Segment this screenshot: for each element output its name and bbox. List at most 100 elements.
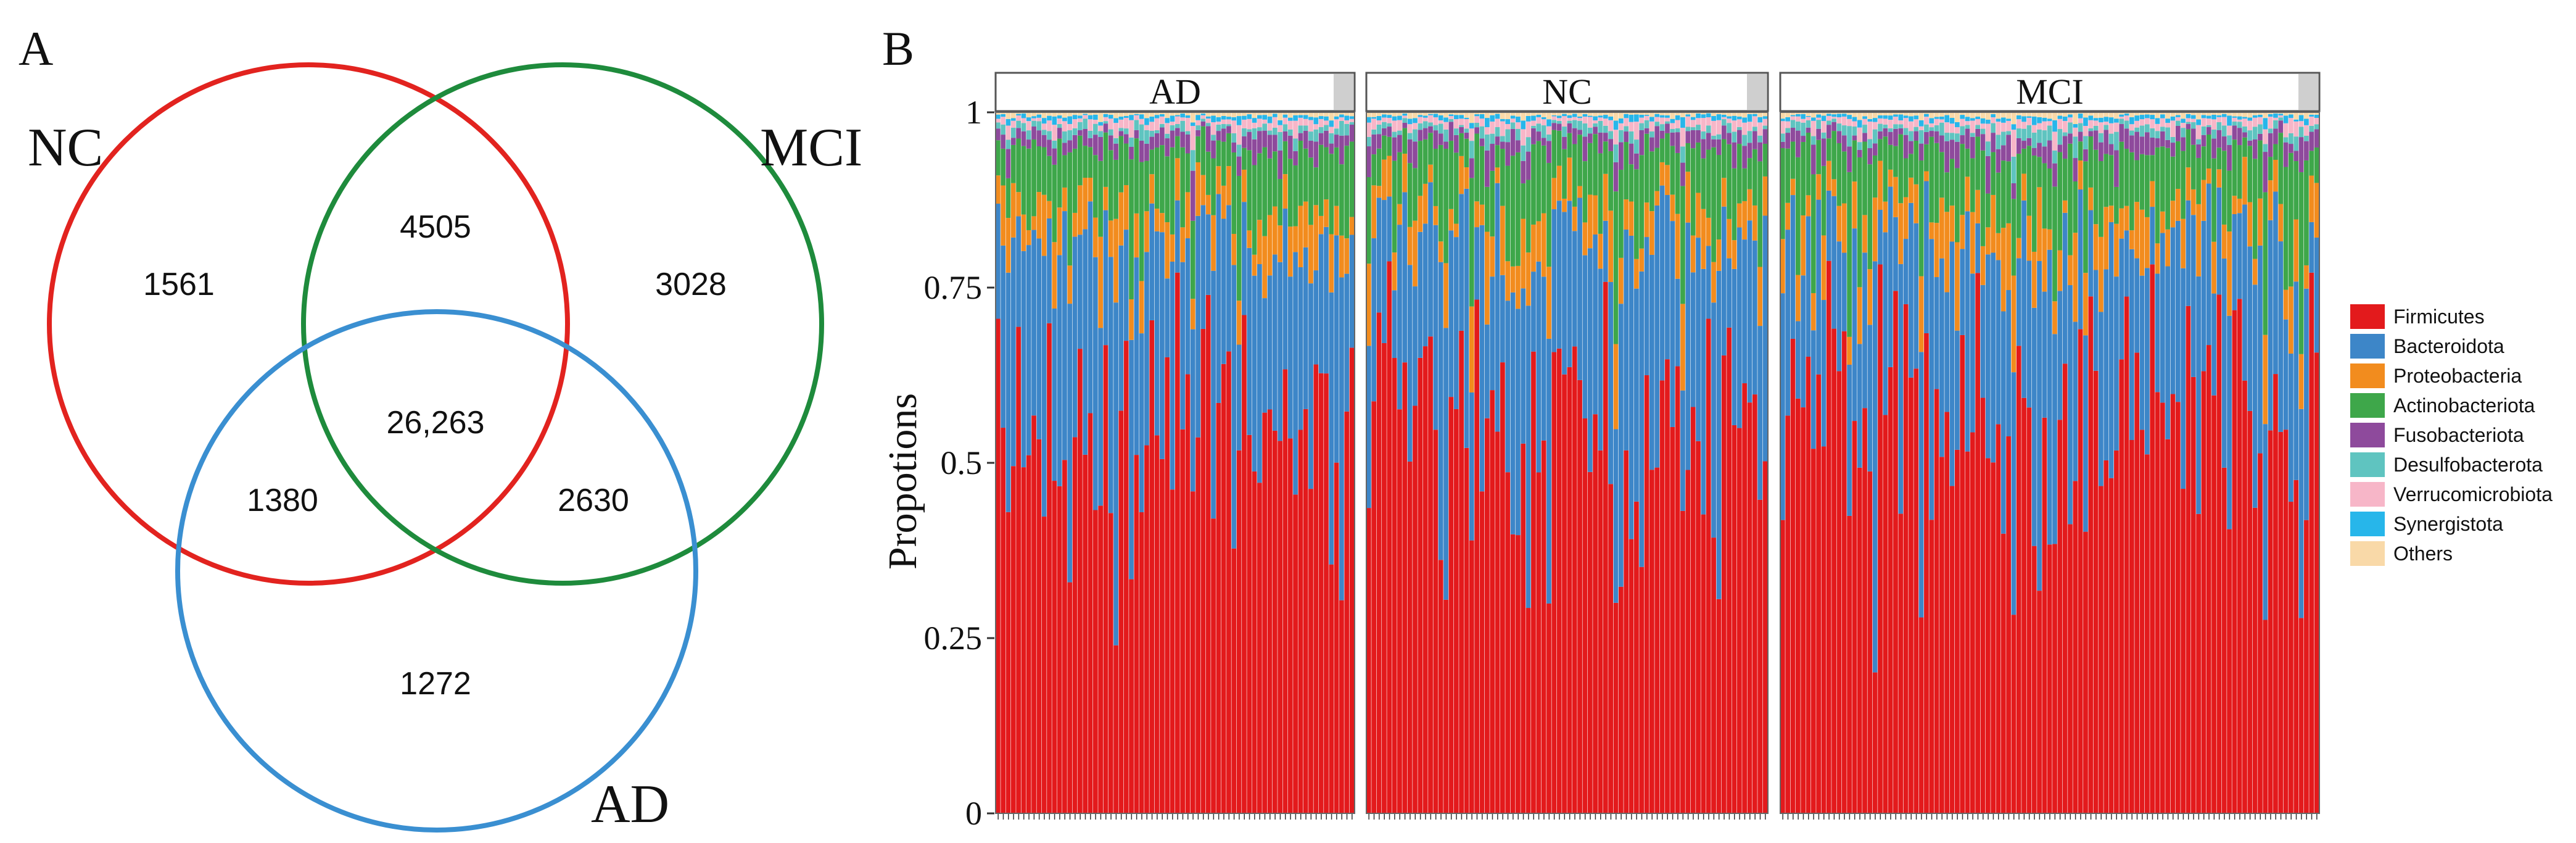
bar-segment-verrucomicrobiota [1062,121,1067,131]
bar-segment-others [996,112,1001,115]
bar-segment-verrucomicrobiota [1757,122,1763,136]
bar-segment-firmicutes [1742,383,1748,813]
bar-segment-others [1495,112,1500,114]
bar-segment-bacteroidota [1826,190,1831,261]
bar-segment-fusobacteriota [1639,130,1645,156]
sample-bar [1422,112,1428,820]
sample-bar [2037,112,2042,820]
bar-segment-firmicutes [1721,355,1727,813]
bar-segment-synergistota [1785,117,1791,122]
bar-segment-desulfobacterota [1670,129,1675,133]
bar-segment-proteobacteria [1165,222,1170,279]
bar-segment-verrucomicrobiota [1665,117,1670,122]
legend-swatch-others [2350,541,2385,566]
bar-segment-desulfobacterota [2165,127,2171,140]
bar-segment-bacteroidota [1118,245,1124,411]
bar-segment-proteobacteria [1806,195,1811,217]
bar-segment-firmicutes [1392,358,1397,813]
bar-segment-synergistota [2293,119,2299,122]
bar-segment-fusobacteriota [1806,127,1811,133]
bar-segment-actinobacteriota [2047,168,2052,230]
bar-segment-desulfobacterota [2062,132,2068,136]
bar-segment-verrucomicrobiota [1742,122,1748,135]
bar-segment-desulfobacterota [2011,156,2017,183]
bar-segment-firmicutes [2196,513,2201,813]
bar-segment-desulfobacterota [1785,128,1791,133]
sample-bar [1010,112,1016,820]
bar-segment-firmicutes [2114,450,2119,813]
bar-segment-synergistota [1659,115,1665,118]
bar-segment-verrucomicrobiota [2289,118,2293,133]
bar-segment-desulfobacterota [1216,124,1221,131]
sample-bar [2016,112,2021,820]
bar-segment-desulfobacterota [2170,136,2176,143]
bar-segment-fusobacteriota [1422,128,1428,139]
bar-segment-fusobacteriota [1287,135,1293,159]
bar-segment-proteobacteria [1459,156,1464,194]
bar-segment-firmicutes [1282,369,1288,813]
legend-swatch-bacteroidota [2350,334,2385,359]
bar-segment-fusobacteriota [2304,141,2309,160]
bar-segment-bacteroidota [1955,330,1960,450]
bar-segment-actinobacteriota [2175,141,2181,189]
bar-segment-proteobacteria [1334,206,1339,236]
bar-segment-firmicutes [1252,471,1257,813]
facet-strip [994,72,1356,112]
bar-segment-desulfobacterota [1134,120,1139,130]
bar-segment-desulfobacterota [1701,131,1706,139]
bar-segment-others [1762,112,1768,117]
sample-bar [1878,112,1883,820]
bar-segment-verrucomicrobiota [1078,118,1083,122]
sample-bar [1659,112,1665,820]
bar-segment-desulfobacterota [2134,127,2140,132]
bar-segment-firmicutes [2047,544,2052,813]
bar-segment-actinobacteriota [1366,177,1371,264]
bar-segment-fusobacteriota [1970,136,1975,159]
bar-segment-fusobacteriota [1078,130,1083,136]
bar-segment-others [1872,112,1878,118]
bar-segment-firmicutes [1387,261,1392,813]
bar-segment-bacteroidota [1690,272,1696,407]
bar-segment-desulfobacterota [1205,123,1211,127]
bar-segment-proteobacteria [1021,214,1026,251]
bar-segment-verrucomicrobiota [2083,125,2088,136]
bar-segment-proteobacteria [1175,158,1180,201]
bar-segment-others [1160,112,1165,114]
bar-segment-actinobacteriota [1083,146,1088,178]
bar-segment-bacteroidota [1603,220,1608,282]
bar-segment-fusobacteriota [2283,142,2289,167]
bar-segment-proteobacteria [1016,192,1021,217]
bar-segment-firmicutes [2201,371,2207,813]
sample-bar [1618,112,1624,820]
bar-segment-others [1752,112,1757,114]
bar-segment-others [1479,112,1485,114]
bar-segment-actinobacteriota [2144,155,2150,217]
bar-segment-synergistota [2057,115,2063,119]
bar-segment-actinobacteriota [2165,147,2171,230]
bar-segment-others [1298,112,1303,115]
bar-segment-desulfobacterota [2150,128,2155,138]
bar-segment-desulfobacterota [1727,123,1732,133]
bar-segment-actinobacteriota [1175,136,1180,159]
bar-segment-firmicutes [2052,544,2057,813]
bar-segment-proteobacteria [1624,199,1629,230]
bar-segment-bacteroidota [1448,230,1454,397]
bar-segment-fusobacteriota [1949,139,1955,159]
bar-segment-fusobacteriota [1376,134,1382,149]
bar-segment-firmicutes [1308,489,1313,813]
bar-segment-synergistota [2232,116,2237,118]
bar-segment-proteobacteria [1267,215,1273,276]
bar-segment-desulfobacterota [1510,122,1516,129]
bar-segment-proteobacteria [1531,224,1536,272]
bar-segment-verrucomicrobiota [1010,120,1016,128]
bar-segment-desulfobacterota [1965,125,1970,129]
sample-bar [1757,112,1763,820]
bar-segment-proteobacteria [1371,185,1377,239]
bar-segment-synergistota [2227,115,2232,126]
bar-segment-bacteroidota [2283,319,2289,430]
bar-segment-fusobacteriota [2150,137,2155,156]
bar-segment-firmicutes [1500,362,1505,813]
sample-bar [1670,112,1675,820]
bar-segment-others [1975,112,1981,117]
bar-segment-actinobacteriota [1847,172,1852,337]
